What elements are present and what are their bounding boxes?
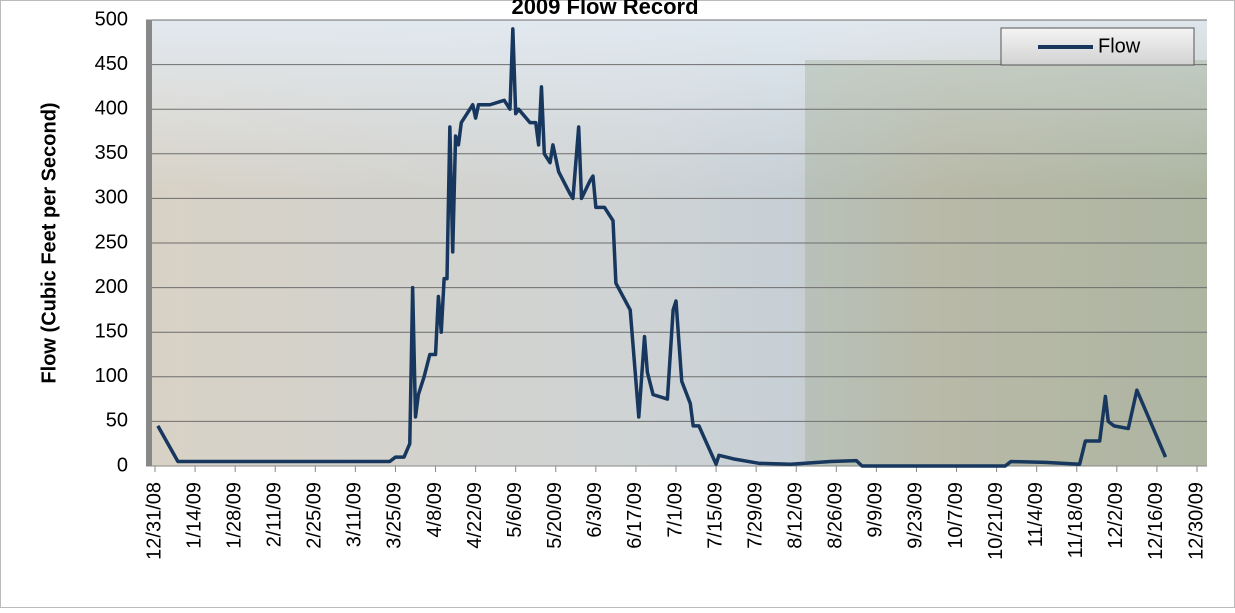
- x-tick-label: 7/15/09: [704, 482, 726, 549]
- x-tick-label: 1/28/09: [223, 482, 245, 549]
- y-tick-label: 0: [117, 454, 128, 476]
- legend-label: Flow: [1098, 35, 1141, 57]
- x-tick-label: 5/20/09: [544, 482, 566, 549]
- plot-trees: [805, 60, 1207, 466]
- x-tick-label: 12/16/09: [1145, 482, 1167, 560]
- x-tick-label: 11/4/09: [1025, 482, 1047, 547]
- x-tick-label: 9/9/09: [865, 482, 887, 538]
- x-tick-label: 7/1/09: [664, 482, 686, 538]
- x-tick-label: 2/25/09: [304, 482, 326, 549]
- x-tick-label: 1/14/09: [183, 482, 205, 549]
- x-tick-label: 2/11/09: [264, 482, 286, 547]
- x-tick-label: 12/30/09: [1185, 482, 1207, 560]
- x-tick-label: 5/6/09: [504, 482, 526, 538]
- y-tick-label: 450: [95, 53, 128, 75]
- y-tick-label: 500: [95, 8, 128, 30]
- x-tick-label: 3/11/09: [344, 482, 366, 547]
- x-tick-label: 4/8/09: [424, 482, 446, 538]
- y-tick-label: 200: [95, 276, 128, 298]
- x-tick-label: 11/18/09: [1065, 482, 1087, 558]
- x-tick-label: 12/2/09: [1105, 482, 1127, 549]
- y-axis-label: Flow (Cubic Feet per Second): [38, 102, 60, 383]
- x-tick-label: 4/22/09: [464, 482, 486, 549]
- x-tick-label: 6/3/09: [584, 482, 606, 538]
- x-tick-label: 7/29/09: [744, 482, 766, 549]
- x-tick-label: 8/26/09: [825, 482, 847, 549]
- y-tick-label: 50: [106, 410, 128, 432]
- y-tick-label: 100: [95, 365, 128, 387]
- legend: [1000, 27, 1195, 66]
- x-tick-label: 8/12/09: [785, 482, 807, 549]
- x-tick-label: 10/7/09: [945, 482, 967, 549]
- y-tick-label: 400: [95, 97, 128, 119]
- x-tick-label: 12/31/08: [143, 482, 165, 560]
- y-tick-label: 250: [95, 231, 128, 253]
- y-tick-label: 300: [95, 187, 128, 209]
- x-tick-label: 10/21/09: [985, 482, 1007, 560]
- chart-title: 2009 Flow Record: [511, 0, 698, 19]
- flow-line: [156, 27, 1168, 468]
- x-tick-label: 6/17/09: [624, 482, 646, 549]
- y-tick-label: 350: [95, 142, 128, 164]
- x-tick-label: 3/25/09: [384, 482, 406, 549]
- x-tick-label: 9/23/09: [905, 482, 927, 549]
- y-tick-label: 150: [95, 320, 128, 342]
